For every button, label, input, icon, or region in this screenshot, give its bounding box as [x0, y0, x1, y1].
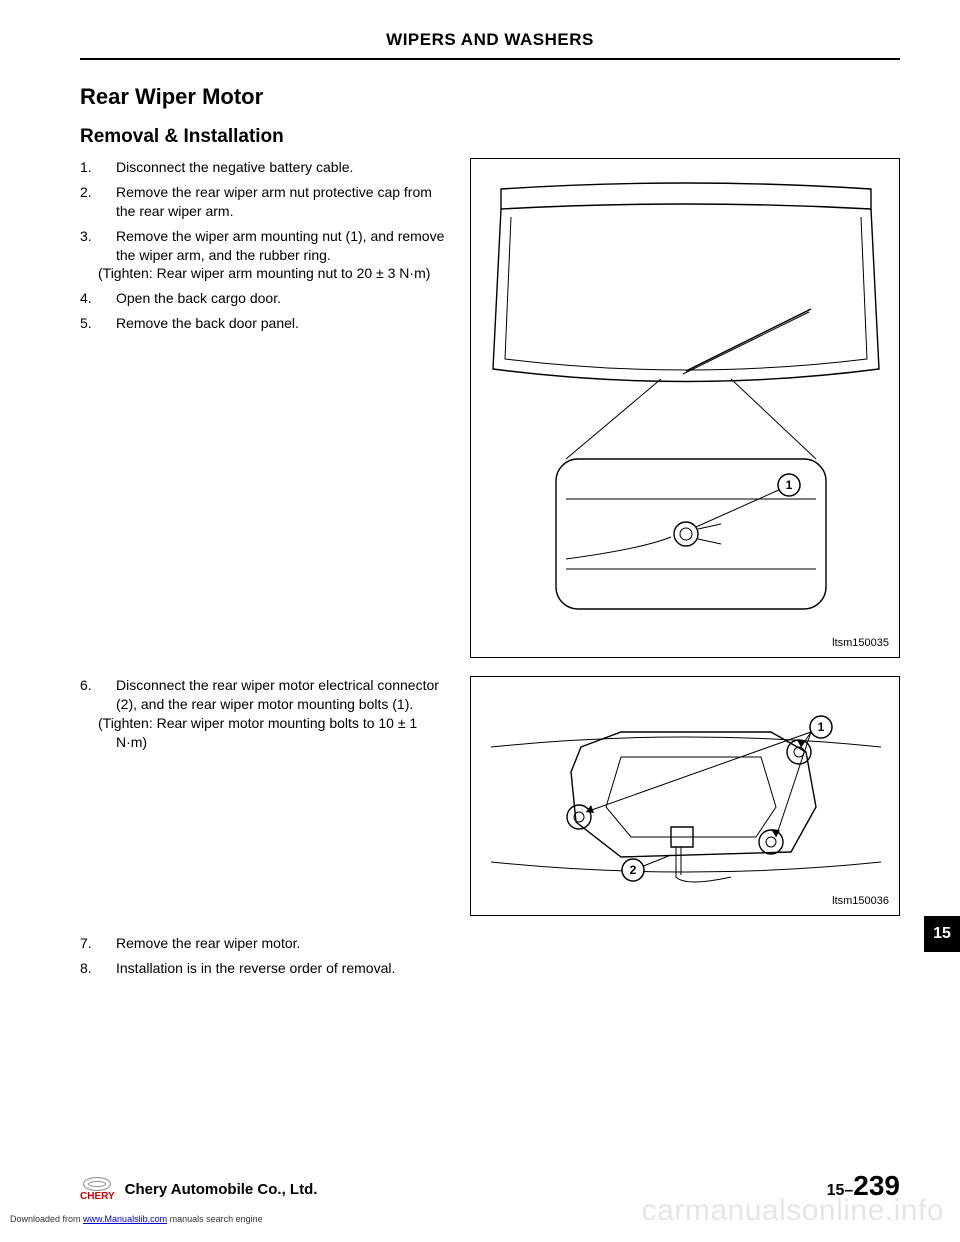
download-attribution: Downloaded from www.Manualslib.com manua… [10, 1214, 263, 1224]
figure-col-2: 1 2 ltsm150036 [470, 676, 900, 916]
figure-2-svg: 1 2 [471, 677, 901, 917]
section-heading: Rear Wiper Motor [80, 84, 900, 110]
header-title: WIPERS AND WASHERS [80, 30, 900, 58]
subsection-heading: Removal & Installation [80, 126, 900, 148]
figure-1-svg: 1 [471, 159, 901, 659]
step-3: 3.Remove the wiper arm mounting nut (1),… [98, 227, 446, 284]
footer-company: Chery Automobile Co., Ltd. [125, 1181, 318, 1198]
manualslib-link[interactable]: www.Manualslib.com [83, 1214, 167, 1224]
page: WIPERS AND WASHERS Rear Wiper Motor Remo… [0, 0, 960, 978]
step-7: 7.Remove the rear wiper motor. [98, 934, 500, 953]
step-5: 5.Remove the back door panel. [98, 314, 446, 333]
section-tab: 15 [924, 916, 960, 952]
steps-col-1: 1.Disconnect the negative battery cable.… [80, 158, 446, 658]
step-8: 8.Installation is in the reverse order o… [98, 959, 500, 978]
header-rule [80, 58, 900, 60]
step-2: 2.Remove the rear wiper arm nut protecti… [98, 183, 446, 221]
figure-col-1: 1 ltsm150035 [470, 158, 900, 658]
figure-2-callout-2: 2 [630, 863, 637, 877]
figure-2: 1 2 ltsm150036 [470, 676, 900, 916]
step-4: 4.Open the back cargo door. [98, 289, 446, 308]
figure-2-label: ltsm150036 [832, 895, 889, 907]
watermark: carmanualsonline.info [642, 1194, 944, 1228]
content-row-2: 6.Disconnect the rear wiper motor electr… [80, 676, 900, 916]
chery-logo: CHERY [80, 1177, 115, 1202]
steps-col-3: 7.Remove the rear wiper motor. 8.Install… [80, 934, 500, 978]
step-1: 1.Disconnect the negative battery cable. [98, 158, 446, 177]
steps-col-2: 6.Disconnect the rear wiper motor electr… [80, 676, 446, 916]
footer-left: CHERY Chery Automobile Co., Ltd. [80, 1177, 317, 1202]
step-6: 6.Disconnect the rear wiper motor electr… [98, 676, 446, 752]
figure-1-label: ltsm150035 [832, 637, 889, 649]
figure-2-callout-1: 1 [818, 720, 825, 734]
content-row-1: 1.Disconnect the negative battery cable.… [80, 158, 900, 658]
figure-1-callout-1: 1 [786, 478, 793, 492]
figure-1: 1 ltsm150035 [470, 158, 900, 658]
